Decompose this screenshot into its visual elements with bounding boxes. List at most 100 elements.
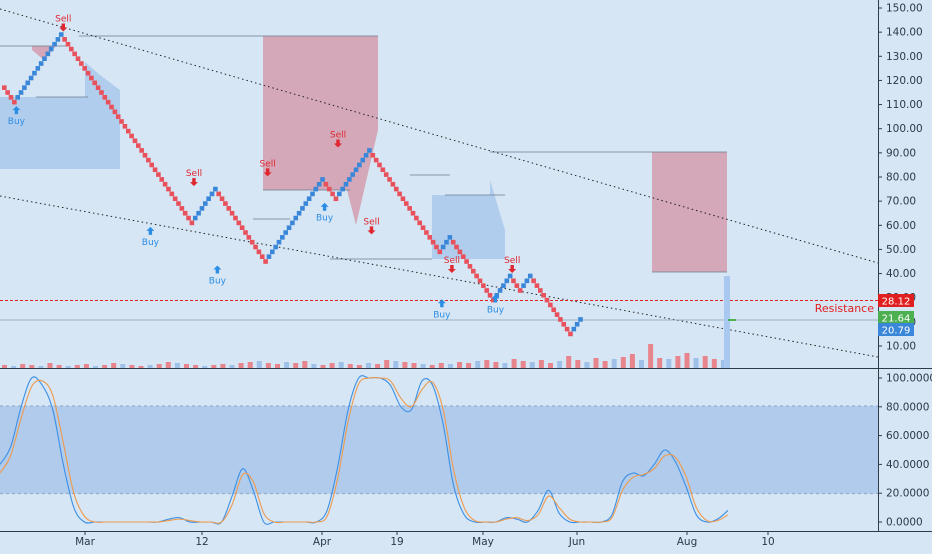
up-brick	[444, 239, 449, 245]
down-brick	[454, 244, 459, 250]
down-brick	[105, 99, 111, 105]
down-brick	[330, 191, 335, 197]
down-brick	[263, 259, 268, 264]
volume-bar	[584, 362, 590, 368]
volume-bar	[466, 363, 472, 368]
up-brick	[58, 32, 64, 37]
up-brick	[337, 191, 342, 197]
volume-bar	[593, 358, 599, 368]
up-brick	[340, 186, 345, 192]
volume-bar	[620, 357, 626, 368]
time-tick-label: 19	[390, 536, 403, 548]
volume-bar	[657, 358, 663, 368]
sell-signal: Sell	[55, 15, 71, 32]
buy-signal: Buy	[142, 226, 160, 248]
down-brick	[531, 278, 536, 284]
up-brick	[32, 70, 37, 76]
volume-bar	[211, 365, 217, 368]
up-brick	[18, 90, 24, 95]
volume-bar	[265, 363, 271, 368]
time-tick-label: Mar	[75, 536, 95, 548]
down-brick	[186, 215, 191, 221]
sell-label: Sell	[186, 169, 202, 179]
down-brick	[179, 206, 185, 211]
down-brick	[481, 283, 486, 288]
down-brick	[474, 273, 479, 279]
down-brick	[233, 215, 238, 221]
price-tick-label: 40.00	[886, 268, 916, 280]
down-brick	[568, 331, 573, 337]
stoch-tick-label: 20.0000	[886, 488, 929, 500]
down-brick	[471, 268, 476, 274]
down-brick	[243, 230, 248, 235]
up-brick	[280, 235, 285, 240]
volume-bar	[611, 359, 617, 368]
up-brick	[347, 177, 352, 182]
volume-bar	[11, 366, 17, 368]
up-brick	[367, 148, 372, 153]
time-tick-label: May	[472, 536, 494, 548]
up-brick	[270, 249, 275, 255]
down-brick	[122, 124, 128, 129]
volume-bar	[284, 362, 290, 368]
up-brick	[494, 293, 500, 298]
stoch-tick-label: 100.0000	[886, 373, 932, 385]
volume-bar	[702, 356, 708, 368]
up-brick	[192, 215, 198, 221]
buy-arrow-icon	[320, 202, 329, 211]
up-brick	[273, 244, 278, 250]
volume-bar	[102, 365, 108, 368]
price-tick-label: 60.00	[886, 220, 916, 232]
down-brick	[450, 239, 456, 245]
up-brick	[296, 210, 302, 216]
volume-bar	[411, 363, 417, 368]
price-tick-label: 90.00	[886, 147, 916, 159]
up-brick	[574, 321, 580, 327]
volume-bar	[475, 361, 481, 368]
down-brick	[457, 249, 463, 255]
volume-bar	[256, 361, 262, 368]
down-brick	[558, 317, 563, 322]
buy-label: Buy	[487, 305, 505, 315]
volume-bar	[120, 364, 126, 368]
down-brick	[414, 215, 419, 221]
volume-bar	[548, 363, 553, 368]
down-brick	[85, 70, 91, 76]
up-brick	[440, 244, 446, 250]
down-brick	[491, 297, 496, 303]
sell-arrow-icon	[263, 168, 272, 177]
price-tick-label: 120.00	[886, 75, 923, 87]
down-brick	[434, 244, 439, 250]
down-brick	[229, 210, 235, 216]
stoch-tick-label: 80.0000	[886, 401, 929, 413]
down-brick	[544, 297, 550, 303]
sell-label: Sell	[504, 256, 520, 266]
down-brick	[219, 196, 225, 202]
last-low-badge	[878, 323, 914, 336]
up-brick	[206, 196, 211, 202]
price-tick-label: 10.00	[886, 341, 916, 353]
volume-bar	[402, 362, 408, 368]
up-brick	[22, 85, 27, 90]
down-brick	[12, 99, 17, 105]
down-brick	[172, 196, 178, 202]
stoch-tick-label: 0.0000	[886, 517, 923, 529]
down-brick	[511, 278, 516, 284]
down-brick	[169, 191, 175, 197]
down-brick	[109, 104, 114, 110]
resistance-price-label: 28.12	[882, 297, 911, 308]
down-brick	[119, 119, 124, 124]
volume-bar	[366, 363, 371, 368]
down-brick	[132, 138, 138, 144]
down-brick	[65, 41, 71, 47]
down-brick	[370, 152, 376, 158]
volume-bar	[238, 363, 244, 368]
time-tick-label: Aug	[677, 536, 698, 548]
down-brick	[387, 177, 392, 182]
down-brick	[8, 95, 14, 100]
up-brick	[316, 181, 322, 187]
volume-bar	[557, 361, 563, 368]
down-brick	[393, 186, 399, 192]
